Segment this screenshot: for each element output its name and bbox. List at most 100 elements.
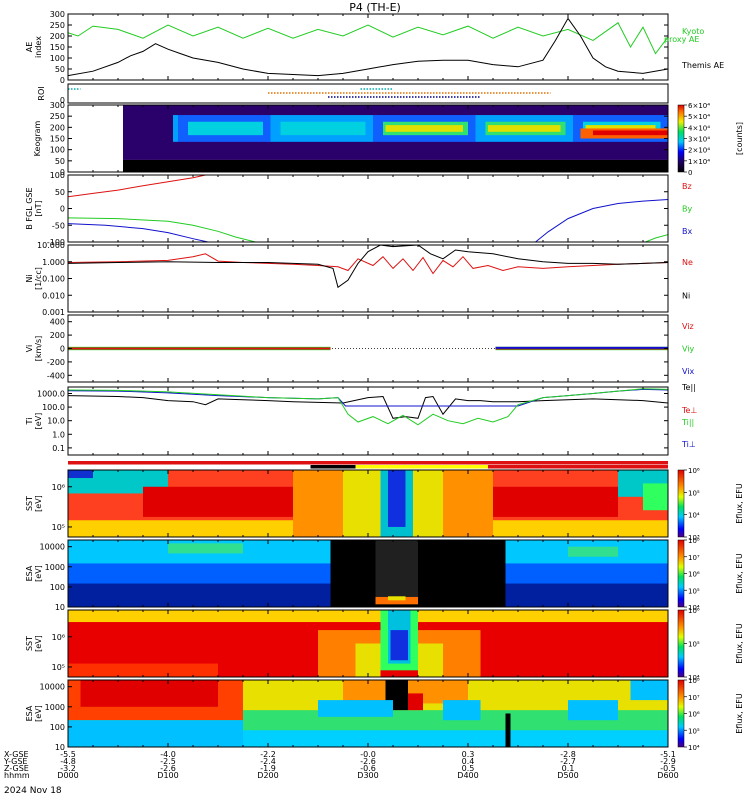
orbit-tick-0-0: -5.5 bbox=[60, 750, 76, 759]
sst_i-cell-5 bbox=[293, 470, 343, 537]
esa_e-cell-12 bbox=[568, 700, 618, 721]
b-series-bx bbox=[68, 223, 209, 242]
esa_i-cell-8 bbox=[505, 583, 668, 607]
ae-ylabel: AE bbox=[25, 42, 34, 53]
sst_i-cell-3 bbox=[143, 486, 293, 517]
sst_i-ztick-label: 10⁵ bbox=[688, 489, 700, 497]
keogram-ytick-label: 300 bbox=[50, 101, 65, 110]
esa_i-frame bbox=[67, 539, 669, 608]
keogram-ytick-label: 100 bbox=[50, 146, 65, 155]
sst_i-ytick-label: 10⁵ bbox=[52, 523, 65, 532]
sst_i-ytick-label: 10⁶ bbox=[52, 483, 65, 492]
b-ytick-label: 50 bbox=[55, 188, 65, 197]
esa_i-ztick-label: 10⁸ bbox=[688, 537, 700, 545]
t-series-ti- bbox=[68, 388, 668, 426]
esa_i-ylabel: ESA bbox=[25, 565, 34, 581]
orbit-tick-5-0: -2.8 bbox=[560, 750, 576, 759]
sst_i-yunit: [eV] bbox=[34, 495, 43, 512]
sst_i-cell-12 bbox=[643, 483, 668, 511]
v-ytick-label: -200 bbox=[47, 358, 65, 367]
esa_e-ytick-label: 10000 bbox=[40, 683, 65, 692]
keogram-band-0 bbox=[173, 115, 178, 142]
keogram-glow-1 bbox=[188, 121, 263, 136]
t-ytick-label: 0.1 bbox=[52, 444, 65, 453]
sst_i-cell-10 bbox=[388, 470, 406, 527]
v-series-viz-0 bbox=[68, 347, 331, 350]
orbit-row-label-0: X-GSE bbox=[4, 750, 29, 759]
n-ytick-label: 10.000 bbox=[37, 241, 65, 250]
sst_e-cell-0 bbox=[68, 610, 668, 623]
n-legend-0: Ne bbox=[682, 258, 693, 267]
orbit-tick-6-1: -2.9 bbox=[660, 757, 676, 766]
b-ytick-label: 0 bbox=[60, 205, 65, 214]
keogram-ytick-label: 0 bbox=[60, 168, 65, 177]
v-legend-1: Viy bbox=[682, 345, 695, 354]
region-bar-1 bbox=[310, 465, 356, 469]
esa_i-ytick-label: 10000 bbox=[40, 543, 65, 552]
orbit-tick-3-2: -0.6 bbox=[360, 764, 376, 773]
esa_e-ytick-label: 100 bbox=[50, 723, 65, 732]
sst_i-frame bbox=[67, 469, 669, 538]
esa_i-ztick-label: 10⁴ bbox=[688, 604, 700, 612]
n-ytick-label: 0.010 bbox=[42, 291, 65, 300]
b-series-bz bbox=[68, 175, 206, 198]
sst_e-ylabel: SST bbox=[25, 636, 34, 651]
esa_e-cell-1 bbox=[80, 680, 218, 707]
ae-yunit: index bbox=[34, 36, 43, 58]
ae-frame bbox=[67, 13, 669, 81]
orbit-tick-5-1: -2.7 bbox=[560, 757, 576, 766]
b-series-by bbox=[645, 234, 668, 242]
esa_e-frame bbox=[67, 679, 669, 748]
t-ylabel: Ti bbox=[25, 418, 34, 426]
b-ytick-label: 100 bbox=[50, 171, 65, 180]
sst_e-ztick-label: 10⁴ bbox=[688, 674, 700, 682]
keogram-segment-base-4 bbox=[475, 159, 573, 172]
orbit-tick-1-2: -2.6 bbox=[160, 764, 176, 773]
orbit-row-label-1: Y-GSE bbox=[3, 757, 27, 766]
keogram-ztick-label: 4×10⁴ bbox=[688, 124, 710, 132]
ae-series-kyoto-proxy-ae bbox=[68, 22, 668, 55]
esa_e-cell-9 bbox=[505, 713, 511, 747]
keogram-ztick-label: 0 bbox=[688, 169, 692, 177]
esa_e-yunit: [eV] bbox=[34, 705, 43, 722]
n-series-group bbox=[68, 245, 668, 289]
keogram-ztick-label: 6×10⁴ bbox=[688, 102, 710, 110]
esa_i-cell-5 bbox=[375, 596, 418, 605]
esa_e-cell-4 bbox=[243, 730, 668, 747]
sst_e-zlabel: Eflux, EFU bbox=[735, 623, 744, 664]
keogram-ztick-label: 2×10⁴ bbox=[688, 147, 710, 155]
sst_e-cell-5 bbox=[418, 643, 443, 677]
keogram-segment-base-1 bbox=[178, 159, 271, 172]
orbit-tick-3-3: D300 bbox=[357, 771, 378, 780]
ae-ytick-label: 250 bbox=[50, 21, 65, 30]
ae-ytick-label: 300 bbox=[50, 10, 65, 19]
sst_e-ytick-label: 10⁶ bbox=[52, 633, 65, 642]
esa_e-ztick-label: 10⁶ bbox=[688, 711, 700, 719]
t-series-te bbox=[68, 395, 668, 419]
esa_i-cell-2 bbox=[168, 543, 243, 554]
t-ytick-label: 1000.0 bbox=[37, 389, 65, 398]
sst_e-cell-1 bbox=[68, 663, 218, 677]
sst_i-cell-1 bbox=[68, 470, 93, 479]
region-bar-3 bbox=[488, 465, 668, 469]
esa_i-colorbar bbox=[677, 539, 685, 608]
orbit-tick-5-3: D500 bbox=[557, 771, 578, 780]
esa_i-cell-1 bbox=[68, 583, 331, 607]
keogram-ztick-label: 5×10⁴ bbox=[688, 113, 710, 121]
keogram-peak-4 bbox=[488, 125, 561, 132]
n-ylabel: Ni bbox=[25, 274, 34, 282]
orbit-tick-2-2: -1.9 bbox=[260, 764, 276, 773]
orbit-tick-6-0: -5.1 bbox=[660, 750, 676, 759]
esa_e-ztick-label: 10⁴ bbox=[688, 744, 700, 752]
orbit-tick-3-0: -0.0 bbox=[360, 750, 376, 759]
keogram-ztick-label: 1×10⁴ bbox=[688, 158, 710, 166]
t-yunit: [eV] bbox=[34, 413, 43, 430]
ae-series-group bbox=[68, 17, 668, 77]
keogram-ytick-label: 150 bbox=[50, 135, 65, 144]
esa_i-cell-6 bbox=[388, 596, 406, 601]
sst_i-colorbar bbox=[677, 469, 685, 538]
ae-legend-kyoto-line1: Kyoto bbox=[682, 27, 704, 36]
esa_e-cell-10 bbox=[318, 700, 393, 717]
orbit-tick-2-0: -2.2 bbox=[260, 750, 276, 759]
